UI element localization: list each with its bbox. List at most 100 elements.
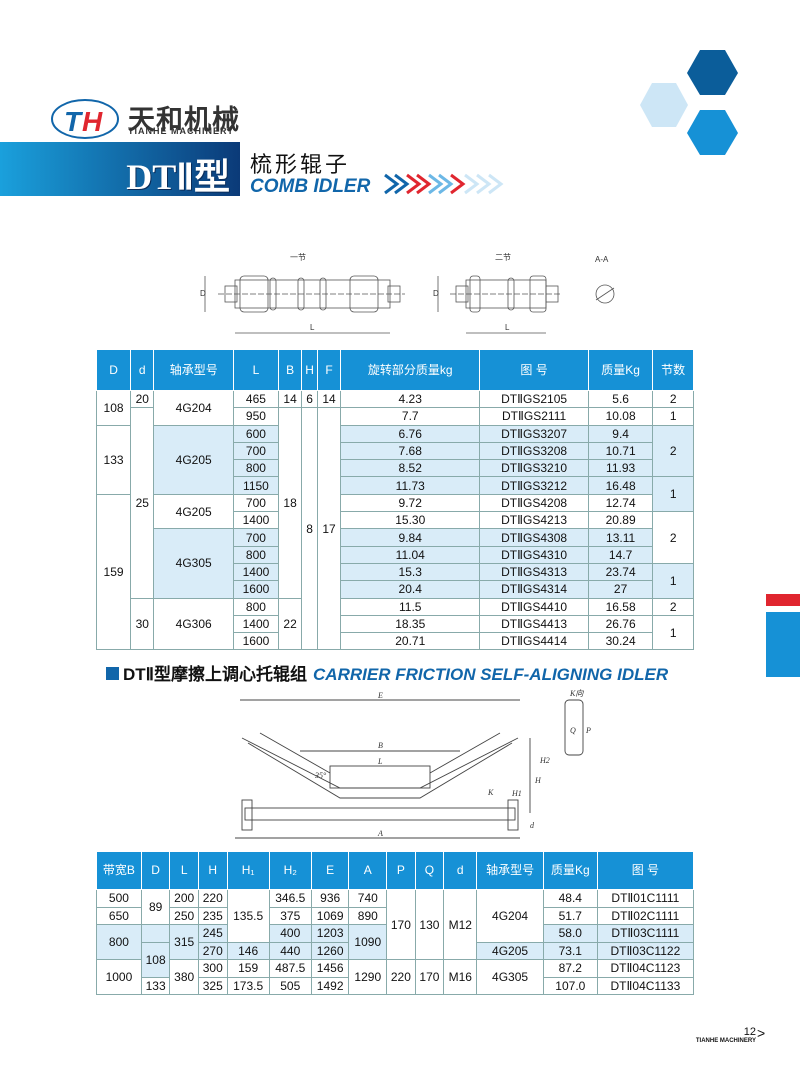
table-cell xyxy=(140,924,171,943)
table-cell: 4G205 xyxy=(153,493,234,530)
column-header: 轴承型号 xyxy=(476,851,544,890)
table-cell: 1260 xyxy=(310,941,350,960)
table-cell: 500 xyxy=(96,889,142,908)
table-cell: 740 xyxy=(348,889,388,908)
label-one-section: 一节 xyxy=(290,253,306,262)
table-cell: 170 xyxy=(414,959,445,995)
table-cell: 315 xyxy=(169,924,199,960)
svg-text:B: B xyxy=(378,741,383,750)
svg-text:H: H xyxy=(82,106,103,137)
table-cell: 6 xyxy=(301,389,318,409)
table-cell: 1069 xyxy=(310,906,350,925)
column-header: H₁ xyxy=(226,851,270,890)
column-header: 旋转部分质量kg xyxy=(340,349,481,391)
table-cell: 700 xyxy=(232,493,279,513)
table-cell: 800 xyxy=(232,459,279,478)
table-cell: 26.76 xyxy=(587,614,654,634)
table-cell: 14.7 xyxy=(587,545,654,564)
table-cell: 4G205 xyxy=(153,424,234,495)
table-cell: DTⅡGS2105 xyxy=(479,389,589,409)
table-cell: 890 xyxy=(348,906,388,925)
table-cell: 48.4 xyxy=(542,889,598,908)
table-cell: 1400 xyxy=(232,562,279,582)
table-cell: DTⅡGS4213 xyxy=(479,511,589,530)
table-cell: 346.5 xyxy=(268,889,312,908)
svg-text:Q: Q xyxy=(570,726,576,735)
table-cell: 30 xyxy=(130,597,155,651)
svg-text:H1: H1 xyxy=(511,789,522,798)
table-cell: 250 xyxy=(169,906,199,925)
table-cell: 7.68 xyxy=(340,441,481,461)
column-header: 带宽B xyxy=(96,851,142,890)
column-header: 质量Kg xyxy=(587,349,654,391)
svg-text:D: D xyxy=(200,289,206,298)
table-cell: DTⅡ03C1111 xyxy=(596,924,695,943)
page-footer: 12 TIANHE MACHINERY xyxy=(696,1026,756,1044)
svg-text:L: L xyxy=(310,323,315,332)
table-cell: 7.7 xyxy=(340,407,481,426)
column-header: L xyxy=(169,851,199,890)
table-cell: DTⅡ01C1111 xyxy=(596,889,695,908)
table-cell: 25 xyxy=(130,407,155,599)
column-header: 图 号 xyxy=(596,851,695,890)
table-cell: DTⅡ04C1123 xyxy=(596,959,695,978)
table-cell: 220 xyxy=(197,889,228,908)
table-cell: 8.52 xyxy=(340,459,481,478)
table-row: 1400 15.3 DTⅡGS4313 23.74 1 xyxy=(97,562,694,599)
table-cell: DTⅡ02C1111 xyxy=(596,906,695,925)
table-cell: 300 xyxy=(197,959,228,978)
table-cell: DTⅡGS4308 xyxy=(479,528,589,547)
table-row: 133 4G205 600 6.76 DTⅡGS3207 9.4 2 xyxy=(95,424,694,495)
table-cell: 380 xyxy=(169,959,199,995)
table-cell: 1600 xyxy=(232,580,279,599)
table-cell: 135.5 xyxy=(226,889,270,943)
table-cell: 235 xyxy=(197,906,228,925)
table-cell: 108 xyxy=(95,390,132,426)
table-cell: DTⅡ04C1133 xyxy=(596,976,695,995)
column-header: F xyxy=(316,349,342,391)
table-cell: 11.5 xyxy=(340,597,481,616)
table-cell: 133 xyxy=(140,976,171,995)
column-header: Q xyxy=(414,851,445,890)
svg-text:K向: K向 xyxy=(569,689,584,698)
table-cell: 16.58 xyxy=(587,597,654,616)
table-cell: 11.04 xyxy=(340,545,481,564)
table-cell: 400 xyxy=(268,924,312,943)
table-cell: 9.72 xyxy=(340,493,481,513)
column-header: 质量Kg xyxy=(542,851,598,890)
table-cell: 159 xyxy=(95,493,132,651)
table-cell: 89 xyxy=(140,889,171,925)
table-cell: 87.2 xyxy=(542,959,598,978)
table-cell: 20.71 xyxy=(340,632,481,651)
brand-name-cn: 天和机械 xyxy=(128,105,240,135)
column-header: D xyxy=(95,349,132,391)
table-cell: 22 xyxy=(277,597,303,651)
svg-text:E: E xyxy=(377,691,383,700)
svg-text:T: T xyxy=(64,106,84,137)
svg-text:A: A xyxy=(377,829,383,838)
table-cell: 4G305 xyxy=(153,528,234,599)
table-cell: 20.89 xyxy=(587,511,654,530)
model-title: DTⅡ型 xyxy=(126,157,230,197)
label-two-section: 二节 xyxy=(495,253,511,262)
bullet-square-icon xyxy=(106,667,119,680)
self-aligning-idler-drawing: E BL A 35° H H2 H1 K向 PQ Kd xyxy=(235,689,591,839)
side-tab-blue xyxy=(766,612,800,677)
table-cell: 4G306 xyxy=(153,597,234,651)
table-row: 1600 20.71 DTⅡGS4414 30.24 xyxy=(97,632,694,651)
column-header: d xyxy=(130,349,155,391)
table-cell: 4G205 xyxy=(476,941,544,960)
table-cell: 58.0 xyxy=(542,924,598,943)
page-title-cn: 梳形辊子 xyxy=(250,152,351,177)
column-header: d xyxy=(443,851,478,890)
table-cell: 2 xyxy=(652,389,694,409)
table-cell: 270 xyxy=(197,941,228,960)
table-row: 1400 15.30 DTⅡGS4213 20.89 2 xyxy=(97,511,694,564)
column-header: B xyxy=(277,349,303,391)
table-cell: 800 xyxy=(96,924,142,960)
table-row: 1600 20.4 DTⅡGS4314 27 xyxy=(97,580,694,599)
table-cell: 15.3 xyxy=(340,562,481,582)
table-row: 159 4G205 700 9.72 DTⅡGS4208 12.74 xyxy=(95,493,694,651)
table-row: 30 4G306 800 22 11.5 DTⅡGS4410 16.58 2 xyxy=(97,597,694,651)
